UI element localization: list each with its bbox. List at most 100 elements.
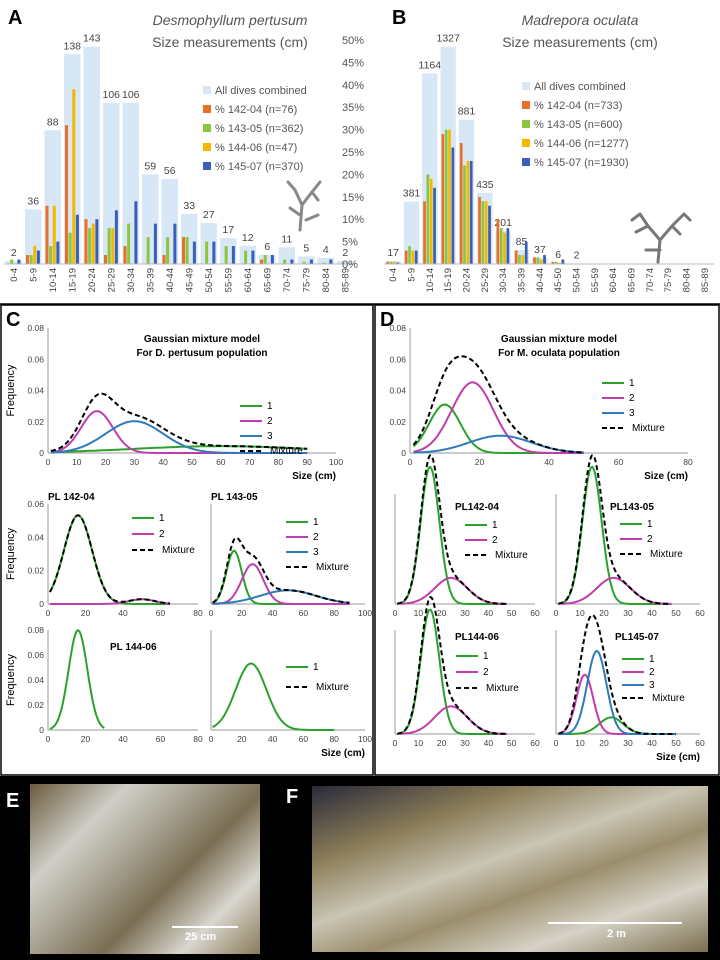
y-tick-label: 0.04 (389, 386, 406, 396)
legend-label: % 144-06 (n=1277) (534, 138, 628, 150)
x-tick-label: 20 (599, 608, 609, 618)
bar-% 143-05 (n=600) (408, 246, 411, 264)
x-tick-label: 80 (193, 608, 203, 618)
x-tick-label: 30 (623, 608, 633, 618)
legend-label: 2 (649, 667, 655, 678)
x-tick-label: 40 (647, 738, 657, 748)
component-1-curve (212, 662, 335, 731)
chart-subtitle: For D. pertusum population (136, 348, 267, 359)
legend-label: 2 (647, 534, 653, 545)
legend-label: 3 (629, 408, 635, 419)
bar-% 144-06 (n=47) (72, 89, 76, 264)
gmm-chart-C-main: 0 10 20 30 40 50 60 70 80 90 100 0 0.02 0.04 0.06 0.08 G… (5, 323, 343, 482)
bar-% 145-07 (n=1930) (396, 262, 400, 264)
bar-% 144-06 (n=47) (52, 205, 56, 264)
bar-chart-a: 2 0-4 36 5-9 88 10-14 138 15-19 143 20-24 106 25-29… (4, 33, 355, 292)
x-tick-label: 25-29 (106, 268, 117, 292)
x-tick-label: 60 (695, 608, 705, 618)
y-tick-label: 35% (342, 102, 364, 114)
bar-all-dives (337, 260, 354, 264)
x-tick-label: 15-19 (443, 268, 454, 292)
x-tick-label: 10 (414, 738, 424, 748)
bar-% 144-06 (n=1277) (503, 232, 506, 264)
bar-% 143-05 (n=362) (49, 246, 53, 264)
mixture-curve (397, 454, 507, 605)
y-tick-label: 10% (342, 214, 364, 226)
bar-% 145-07 (n=370) (212, 241, 216, 264)
x-tick-label: 10-14 (425, 268, 436, 292)
bar-% 142-04 (n=76) (45, 205, 49, 264)
x-tick-label: 20-24 (87, 268, 98, 292)
bar-% 145-07 (n=1930) (506, 228, 510, 264)
x-tick-label: 20 (237, 734, 247, 744)
x-tick-label: 100 (329, 457, 343, 467)
y-tick-label: 0.06 (27, 650, 44, 660)
gmm-chart-PL144-06-D: 0 10 20 30 40 50 60 PL144-06 1 2 Mixture (393, 596, 540, 748)
x-tick-label: 65-69 (627, 268, 638, 292)
bar-% 142-04 (n=76) (182, 237, 186, 264)
bar-% 144-06 (n=1277) (448, 129, 451, 264)
chart-title: Gaussian mixture model (144, 334, 260, 345)
mixture-curve (49, 514, 170, 605)
x-tick-label: 25-29 (480, 268, 491, 292)
y-tick-label: 0.06 (27, 499, 44, 509)
bar-count-label: 36 (27, 195, 39, 207)
x-tick-label: 30-34 (126, 268, 137, 292)
mixture-curve (50, 392, 308, 452)
bar-% 143-05 (n=362) (322, 262, 326, 264)
x-tick-label: 70 (245, 457, 255, 467)
photo-f (312, 786, 708, 952)
bar-% 143-05 (n=362) (10, 259, 14, 264)
x-tick-label: 85-89 (700, 268, 711, 292)
component-2-curve (49, 598, 170, 605)
chart-title: PL 143-05 (211, 492, 258, 503)
bar-% 145-07 (n=370) (231, 246, 235, 264)
bar-% 144-06 (n=47) (91, 223, 95, 264)
panel-letter-e: E (6, 790, 20, 812)
x-tick-label: 10 (575, 738, 585, 748)
x-axis-label: Size (cm) (656, 752, 700, 763)
legend-label: % 143-05 (n=600) (534, 119, 622, 131)
legend-label: % 144-06 (n=47) (215, 142, 297, 154)
bar-% 142-04 (n=76) (260, 259, 264, 264)
gmm-chart-PL144-06-C: 0 20 40 60 80 0 0.02 0.04 0.06 0.08 PL 144-06 Frequ… (5, 625, 203, 744)
bar-all-dives (317, 257, 334, 264)
bar-% 142-04 (n=76) (84, 219, 88, 264)
bar-% 142-04 (n=733) (404, 250, 408, 264)
x-tick-label: 0-4 (388, 268, 399, 282)
x-tick-label: 0 (408, 457, 413, 467)
bar-count-label: 435 (476, 179, 494, 191)
chart-b-species: Madrepora oculata (522, 12, 639, 28)
bar-count-label: 6 (264, 241, 270, 253)
bar-count-label: 11 (281, 233, 292, 245)
bar-% 145-07 (n=1930) (433, 187, 436, 264)
x-tick-label: 5-9 (28, 268, 39, 282)
scale-label-f: 2 m (607, 928, 626, 940)
x-tick-label: 55-59 (223, 268, 234, 292)
legend-swatch (522, 120, 530, 128)
x-tick-label: 20 (81, 608, 91, 618)
bar-% 145-07 (n=1930) (543, 255, 546, 264)
y-tick-label: 25% (342, 147, 364, 159)
x-tick-label: 30 (623, 738, 633, 748)
legend-label: % 142-04 (n=733) (534, 100, 622, 112)
x-tick-label: 40 (484, 738, 494, 748)
x-tick-label: 60-64 (608, 268, 619, 292)
x-tick-label: 45-50 (553, 268, 564, 292)
x-axis-label: Size (cm) (292, 471, 336, 482)
bar-% 143-05 (n=362) (263, 255, 267, 264)
bar-% 143-05 (n=600) (389, 261, 393, 264)
bar-all-dives (259, 254, 276, 264)
y-tick-label: 0.04 (27, 532, 44, 542)
bar-% 143-05 (n=362) (68, 232, 72, 264)
bar-count-label: 33 (183, 200, 195, 212)
bar-% 144-06 (n=1277) (466, 160, 470, 264)
y-tick-label: 0.04 (27, 675, 44, 685)
y-tick-label: 0.06 (27, 354, 44, 364)
legend-label: Mixture (316, 562, 349, 573)
x-tick-label: 5-9 (407, 268, 418, 282)
legend-label: Mixture (650, 549, 683, 560)
photo-e (30, 784, 260, 954)
bar-% 145-07 (n=370) (36, 250, 40, 264)
x-tick-label: 0 (209, 608, 214, 618)
